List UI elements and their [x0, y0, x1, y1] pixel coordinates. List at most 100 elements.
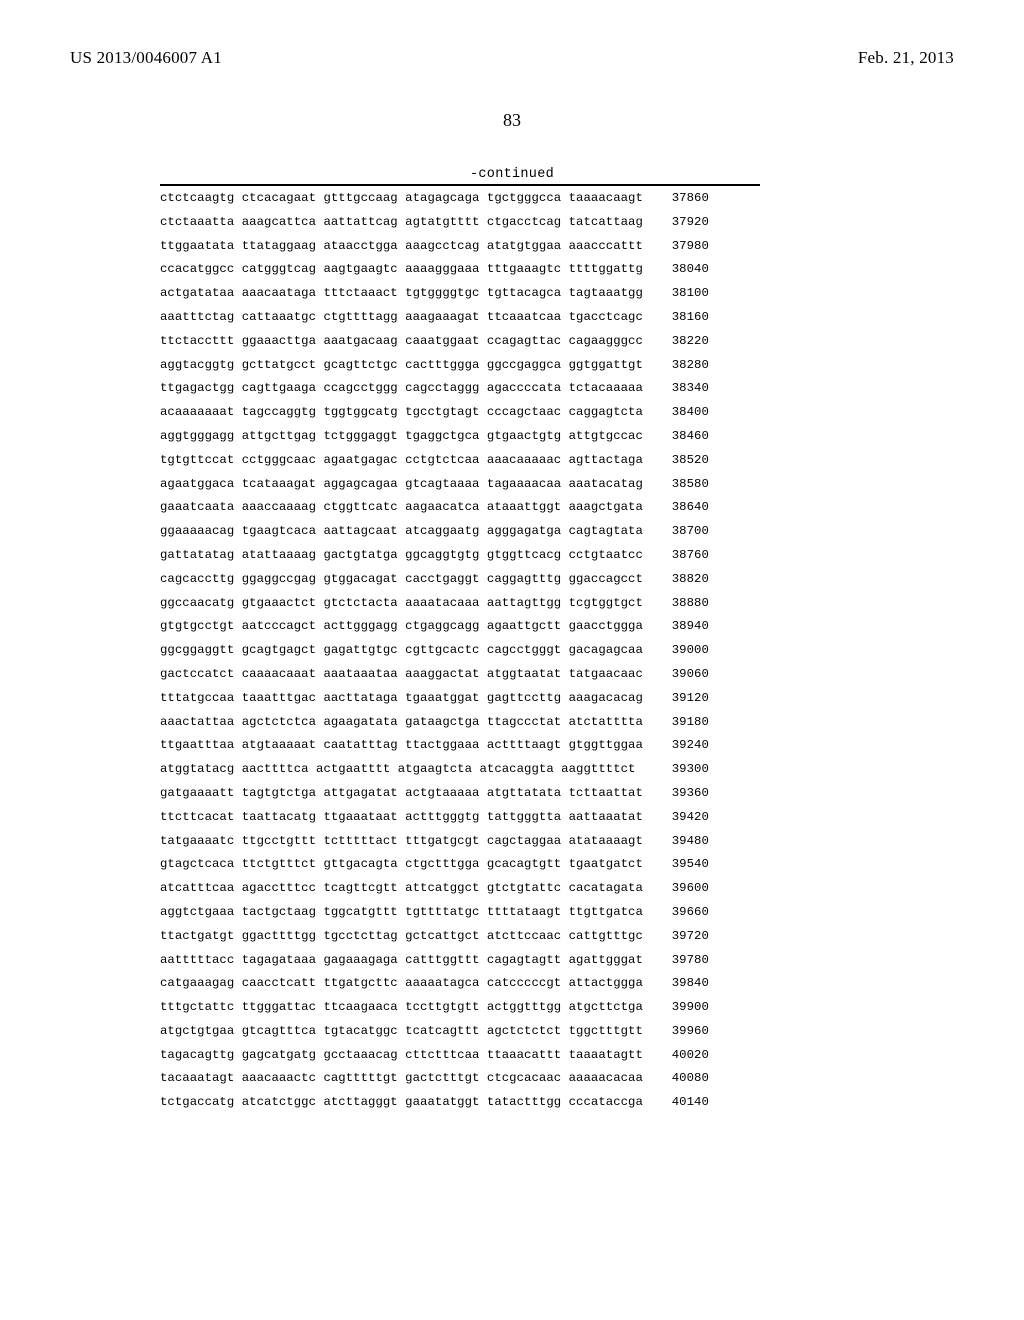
- sequence-groups: gattatatag atattaaaag gactgtatga ggcaggt…: [160, 549, 659, 573]
- sequence-row: atgctgtgaa gtcagtttca tgtacatggc tcatcag…: [160, 1025, 709, 1049]
- sequence-groups: gaaatcaata aaaccaaaag ctggttcatc aagaaca…: [160, 501, 659, 525]
- sequence-row: tacaaatagt aaacaaactc cagtttttgt gactctt…: [160, 1072, 709, 1096]
- sequence-position: 39480: [659, 835, 709, 859]
- sequence-position: 39660: [659, 906, 709, 930]
- sequence-position: 40080: [659, 1072, 709, 1096]
- sequence-position: 39060: [659, 668, 709, 692]
- sequence-row: ggcggaggtt gcagtgagct gagattgtgc cgttgca…: [160, 644, 709, 668]
- sequence-groups: aggtctgaaa tactgctaag tggcatgttt tgtttta…: [160, 906, 659, 930]
- sequence-position: 39900: [659, 1001, 709, 1025]
- sequence-groups: aggtacggtg gcttatgcct gcagttctgc cactttg…: [160, 359, 659, 383]
- sequence-row: acaaaaaaat tagccaggtg tggtggcatg tgcctgt…: [160, 406, 709, 430]
- sequence-position: 39300: [659, 763, 709, 787]
- sequence-position: 39840: [659, 977, 709, 1001]
- publication-number: US 2013/0046007 A1: [70, 48, 222, 68]
- sequence-row: gtgtgcctgt aatcccagct acttgggagg ctgaggc…: [160, 620, 709, 644]
- sequence-groups: tacaaatagt aaacaaactc cagtttttgt gactctt…: [160, 1072, 659, 1096]
- sequence-groups: atcatttcaa agacctttcc tcagttcgtt attcatg…: [160, 882, 659, 906]
- sequence-row: gtagctcaca ttctgtttct gttgacagta ctgcttt…: [160, 858, 709, 882]
- sequence-row: ggccaacatg gtgaaactct gtctctacta aaaatac…: [160, 597, 709, 621]
- continued-label: -continued: [70, 167, 954, 182]
- sequence-row: catgaaagag caacctcatt ttgatgcttc aaaaata…: [160, 977, 709, 1001]
- sequence-row: ttcttcacat taattacatg ttgaaataat actttgg…: [160, 811, 709, 835]
- sequence-groups: gtagctcaca ttctgtttct gttgacagta ctgcttt…: [160, 858, 659, 882]
- sequence-row: gatgaaaatt tagtgtctga attgagatat actgtaa…: [160, 787, 709, 811]
- sequence-position: 38460: [659, 430, 709, 454]
- sequence-row: ttgaatttaa atgtaaaaat caatatttag ttactgg…: [160, 739, 709, 763]
- sequence-position: 39960: [659, 1025, 709, 1049]
- sequence-groups: gactccatct caaaacaaat aaataaataa aaaggac…: [160, 668, 659, 692]
- sequence-position: 39540: [659, 858, 709, 882]
- sequence-groups: ggaaaaacag tgaagtcaca aattagcaat atcagga…: [160, 525, 659, 549]
- sequence-row: aggtgggagg attgcttgag tctgggaggt tgaggct…: [160, 430, 709, 454]
- sequence-row: aatttttacc tagagataaa gagaaagaga catttgg…: [160, 954, 709, 978]
- sequence-groups: tttatgccaa taaatttgac aacttataga tgaaatg…: [160, 692, 659, 716]
- sequence-row: atcatttcaa agacctttcc tcagttcgtt attcatg…: [160, 882, 709, 906]
- sequence-groups: ttctaccttt ggaaacttga aaatgacaag caaatgg…: [160, 335, 659, 359]
- sequence-groups: ttcttcacat taattacatg ttgaaataat actttgg…: [160, 811, 659, 835]
- header-row: US 2013/0046007 A1 Feb. 21, 2013: [70, 48, 954, 68]
- page-number: 83: [70, 110, 954, 131]
- sequence-groups: ggcggaggtt gcagtgagct gagattgtgc cgttgca…: [160, 644, 659, 668]
- sequence-row: gattatatag atattaaaag gactgtatga ggcaggt…: [160, 549, 709, 573]
- sequence-position: 39780: [659, 954, 709, 978]
- sequence-groups: atggtatacg aacttttca actgaatttt atgaagtc…: [160, 763, 659, 787]
- sequence-groups: atgctgtgaa gtcagtttca tgtacatggc tcatcag…: [160, 1025, 659, 1049]
- sequence-row: ttggaatata ttataggaag ataacctgga aaagcct…: [160, 240, 709, 264]
- sequence-row: atggtatacg aacttttca actgaatttt atgaagtc…: [160, 763, 709, 787]
- sequence-groups: ctctcaagtg ctcacagaat gtttgccaag atagagc…: [160, 192, 659, 216]
- sequence-position: 38640: [659, 501, 709, 525]
- sequence-groups: gatgaaaatt tagtgtctga attgagatat actgtaa…: [160, 787, 659, 811]
- sequence-position: 38580: [659, 478, 709, 502]
- sequence-groups: catgaaagag caacctcatt ttgatgcttc aaaaata…: [160, 977, 659, 1001]
- sequence-groups: agaatggaca tcataaagat aggagcagaa gtcagta…: [160, 478, 659, 502]
- sequence-position: 38820: [659, 573, 709, 597]
- sequence-position: 38940: [659, 620, 709, 644]
- sequence-groups: aaactattaa agctctctca agaagatata gataagc…: [160, 716, 659, 740]
- sequence-position: 38100: [659, 287, 709, 311]
- sequence-row: cagcaccttg ggaggccgag gtggacagat cacctga…: [160, 573, 709, 597]
- sequence-row: gactccatct caaaacaaat aaataaataa aaaggac…: [160, 668, 709, 692]
- sequence-row: actgatataa aaacaataga tttctaaact tgtgggg…: [160, 287, 709, 311]
- sequence-block: ctctcaagtg ctcacagaat gtttgccaag atagagc…: [160, 184, 760, 1120]
- sequence-position: 37860: [659, 192, 709, 216]
- sequence-row: gaaatcaata aaaccaaaag ctggttcatc aagaaca…: [160, 501, 709, 525]
- publication-date: Feb. 21, 2013: [858, 48, 954, 68]
- sequence-position: 38160: [659, 311, 709, 335]
- sequence-top-rule: [160, 184, 760, 186]
- sequence-row: tatgaaaatc ttgcctgttt tctttttact tttgatg…: [160, 835, 709, 859]
- sequence-row: ctctcaagtg ctcacagaat gtttgccaag atagagc…: [160, 192, 709, 216]
- sequence-groups: ggccaacatg gtgaaactct gtctctacta aaaatac…: [160, 597, 659, 621]
- sequence-position: 40020: [659, 1049, 709, 1073]
- sequence-position: 40140: [659, 1096, 709, 1120]
- sequence-position: 39720: [659, 930, 709, 954]
- sequence-groups: cagcaccttg ggaggccgag gtggacagat cacctga…: [160, 573, 659, 597]
- sequence-position: 38700: [659, 525, 709, 549]
- sequence-row: ccacatggcc catgggtcag aagtgaagtc aaaaggg…: [160, 263, 709, 287]
- sequence-groups: aaatttctag cattaaatgc ctgttttagg aaagaaa…: [160, 311, 659, 335]
- sequence-position: 38280: [659, 359, 709, 383]
- sequence-position: 39120: [659, 692, 709, 716]
- sequence-row: tctgaccatg atcatctggc atcttagggt gaaatat…: [160, 1096, 709, 1120]
- sequence-row: agaatggaca tcataaagat aggagcagaa gtcagta…: [160, 478, 709, 502]
- sequence-row: aaactattaa agctctctca agaagatata gataagc…: [160, 716, 709, 740]
- sequence-row: ctctaaatta aaagcattca aattattcag agtatgt…: [160, 216, 709, 240]
- sequence-groups: aatttttacc tagagataaa gagaaagaga catttgg…: [160, 954, 659, 978]
- sequence-groups: aggtgggagg attgcttgag tctgggaggt tgaggct…: [160, 430, 659, 454]
- sequence-position: 38760: [659, 549, 709, 573]
- sequence-groups: ttgagactgg cagttgaaga ccagcctggg cagccta…: [160, 382, 659, 406]
- sequence-groups: acaaaaaaat tagccaggtg tggtggcatg tgcctgt…: [160, 406, 659, 430]
- sequence-position: 38880: [659, 597, 709, 621]
- sequence-row: ttctaccttt ggaaacttga aaatgacaag caaatgg…: [160, 335, 709, 359]
- sequence-groups: ttgaatttaa atgtaaaaat caatatttag ttactgg…: [160, 739, 659, 763]
- sequence-row: ttgagactgg cagttgaaga ccagcctggg cagccta…: [160, 382, 709, 406]
- sequence-groups: gtgtgcctgt aatcccagct acttgggagg ctgaggc…: [160, 620, 659, 644]
- sequence-position: 38220: [659, 335, 709, 359]
- sequence-position: 37980: [659, 240, 709, 264]
- sequence-groups: tatgaaaatc ttgcctgttt tctttttact tttgatg…: [160, 835, 659, 859]
- sequence-position: 38520: [659, 454, 709, 478]
- sequence-position: 39180: [659, 716, 709, 740]
- sequence-position: 39240: [659, 739, 709, 763]
- sequence-row: tttgctattc ttgggattac ttcaagaaca tccttgt…: [160, 1001, 709, 1025]
- sequence-table: ctctcaagtg ctcacagaat gtttgccaag atagagc…: [160, 192, 709, 1120]
